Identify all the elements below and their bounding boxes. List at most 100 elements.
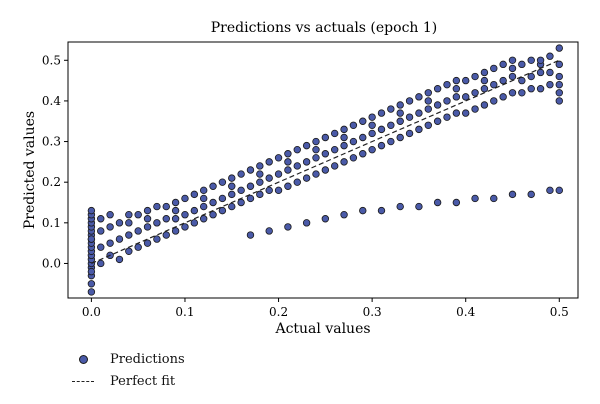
prediction-point: [471, 194, 479, 203]
prediction-point: [359, 150, 367, 158]
prediction-point: [508, 56, 517, 64]
prediction-point: [415, 125, 423, 134]
prediction-point: [274, 186, 283, 195]
prediction-point: [321, 133, 330, 142]
prediction-point: [387, 121, 395, 129]
prediction-point: [368, 145, 376, 154]
y-tick-label: 0.3: [42, 135, 61, 149]
prediction-point: [499, 60, 507, 69]
prediction-point: [171, 206, 180, 215]
prediction-point: [312, 154, 320, 162]
prediction-point: [443, 80, 451, 89]
prediction-point: [106, 210, 114, 219]
prediction-point: [508, 72, 517, 81]
prediction-point: [218, 194, 227, 203]
prediction-point: [340, 141, 348, 150]
prediction-point: [302, 219, 311, 227]
prediction-point: [536, 85, 545, 93]
legend-entry-perfect-fit: Perfect fit: [70, 370, 185, 392]
prediction-point: [125, 210, 133, 219]
prediction-point: [87, 235, 96, 243]
prediction-point: [106, 223, 114, 231]
x-tick-label: 0.4: [456, 305, 475, 319]
prediction-point: [405, 113, 414, 121]
prediction-point: [546, 68, 554, 77]
prediction-point: [415, 109, 423, 117]
prediction-point: [499, 76, 507, 85]
prediction-point: [480, 85, 489, 93]
prediction-point: [462, 76, 470, 85]
prediction-point: [443, 97, 451, 105]
prediction-point: [153, 219, 161, 227]
prediction-point: [293, 145, 301, 154]
prediction-point: [396, 133, 404, 142]
axis-ticks: 0.0 0.1 0.2 0.3 0.4 0.5 0.0 0.1 0.2 0.3 0.4 0.5: [42, 53, 569, 319]
prediction-point: [331, 162, 339, 170]
prediction-point: [246, 194, 255, 203]
prediction-point: [555, 44, 563, 52]
prediction-point: [209, 210, 217, 219]
prediction-point: [424, 97, 432, 105]
y-tick-label: 0.4: [42, 94, 61, 108]
prediction-point: [171, 198, 180, 207]
prediction-point: [143, 223, 152, 231]
plot-marks: [87, 44, 563, 296]
prediction-point: [471, 89, 479, 97]
prediction-point: [115, 219, 124, 227]
prediction-point: [405, 129, 414, 138]
x-tick-label: 0.1: [175, 305, 194, 319]
prediction-point: [452, 93, 461, 101]
prediction-point: [424, 121, 432, 129]
prediction-point: [480, 76, 489, 85]
prediction-point: [134, 243, 142, 251]
prediction-point: [405, 97, 414, 105]
prediction-point: [199, 202, 208, 211]
prediction-point: [256, 178, 264, 186]
prediction-point: [302, 158, 311, 166]
prediction-point: [452, 76, 461, 85]
prediction-point: [256, 170, 264, 178]
prediction-point: [396, 109, 404, 117]
prediction-point: [433, 101, 442, 109]
prediction-point: [246, 182, 255, 190]
prediction-point: [181, 210, 189, 219]
prediction-point: [490, 97, 498, 105]
prediction-point: [190, 206, 199, 215]
prediction-point: [143, 239, 152, 247]
prediction-point: [527, 72, 535, 81]
prediction-point: [312, 145, 320, 154]
prediction-point: [312, 137, 320, 146]
prediction-point: [433, 85, 442, 93]
prediction-point: [171, 227, 180, 235]
y-tick-label: 0.0: [42, 256, 61, 270]
prediction-point: [368, 129, 376, 138]
prediction-point: [171, 215, 180, 223]
prediction-point: [340, 158, 348, 166]
y-tick-label: 0.1: [42, 216, 61, 230]
prediction-point: [284, 182, 292, 190]
prediction-point: [396, 117, 404, 125]
x-tick-label: 0.0: [82, 305, 101, 319]
prediction-point: [508, 190, 517, 199]
prediction-point: [162, 231, 170, 239]
prediction-point: [87, 288, 96, 296]
prediction-point: [190, 219, 199, 227]
prediction-point: [331, 145, 339, 154]
prediction-point: [377, 125, 386, 134]
prediction-point: [228, 182, 236, 190]
prediction-point: [293, 162, 301, 170]
prediction-point: [106, 239, 114, 247]
prediction-point: [284, 166, 292, 174]
prediction-point: [490, 194, 498, 203]
prediction-point: [368, 121, 376, 129]
prediction-point: [246, 231, 255, 239]
prediction-point: [162, 215, 170, 223]
prediction-point: [237, 198, 245, 207]
prediction-point: [87, 280, 96, 288]
prediction-point: [97, 243, 105, 251]
prediction-point: [555, 89, 563, 97]
prediction-point: [433, 198, 442, 207]
prediction-point: [555, 186, 563, 195]
prediction-point: [452, 109, 461, 117]
